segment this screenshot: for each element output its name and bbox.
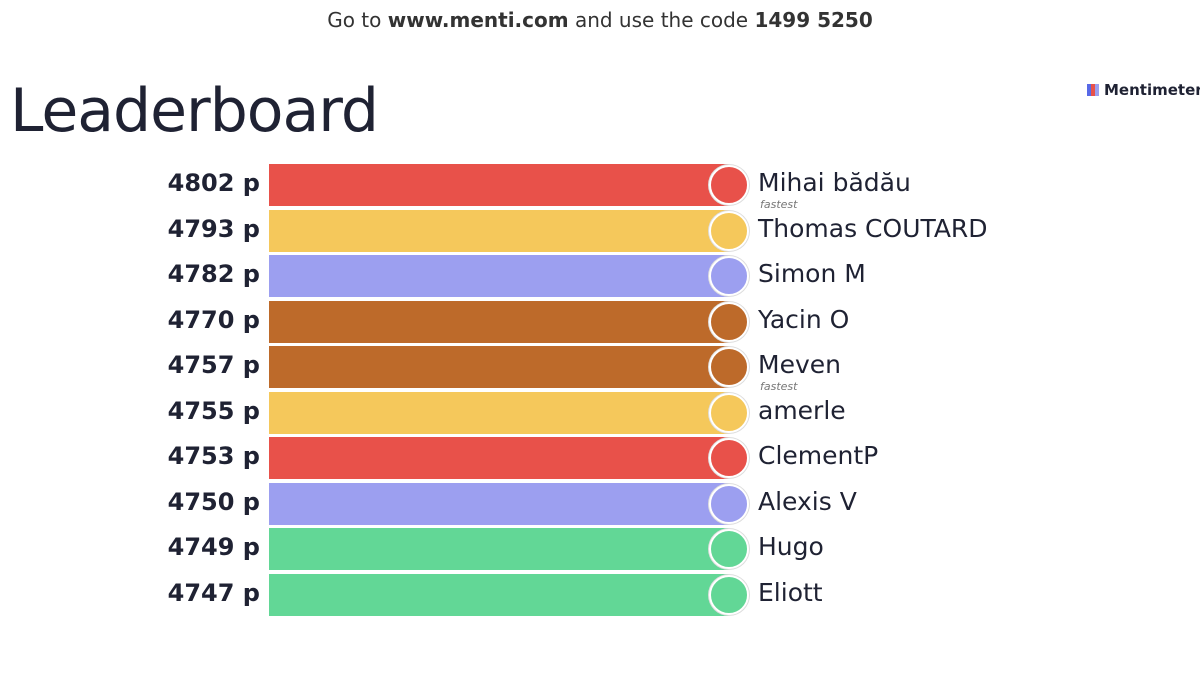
avatar [709,392,749,433]
score: 4755 p [167,396,260,425]
brand: Mentimeter [1087,81,1200,99]
leaderboard-row: 4755 p amerle fastest [0,380,1200,434]
score: 4749 p [167,533,260,561]
player-name: ClementP [758,441,879,470]
score-bar [269,209,729,252]
leaderboard-row: 4793 p Thomas COUTARD fastest [0,198,1200,252]
score-bar [269,391,729,434]
avatar [709,301,749,342]
player-name: Thomas COUTARD [758,213,988,243]
avatar [709,256,749,296]
brand-name: Mentimeter [1104,81,1200,99]
player-name: Hugo [758,532,824,561]
avatar [709,574,749,615]
score-bar [269,164,729,206]
score-bar [269,437,729,479]
score-bar [269,528,729,570]
brand-logo [1087,84,1099,96]
score-bar [269,300,729,343]
fastest-badge: fastest [760,197,798,211]
player-name: amerle [758,395,846,425]
score-bar [269,573,729,616]
score: 4747 p [167,578,260,607]
score: 4770 p [167,305,260,334]
avatar [709,210,749,251]
leaderboard-row: 4747 p Eliott [0,573,1200,616]
player-name: Yacin O [758,304,850,334]
leaderboard-row: 4770 p Yacin O [0,300,1200,343]
avatar [709,483,749,524]
avatar [709,438,749,478]
score: 4782 p [167,260,260,288]
score-bar [269,482,729,525]
leaderboard-row: 4749 p Hugo [0,528,1200,570]
leaderboard-row: 4782 p Simon M [0,255,1200,297]
player-name: Simon M [758,259,866,288]
instruction-part: 1499 5250 [754,8,873,32]
player-name: Alexis V [758,486,857,516]
instruction-part: Go to [327,8,388,32]
title: Leaderboard [10,76,379,146]
instruction-part: and use the code [568,8,755,32]
player-name: Meven [758,350,841,379]
player-name: Mihai bădău [758,168,911,197]
score: 4757 p [167,351,260,379]
score-bar [269,346,729,388]
instruction-part: www.menti.com [387,8,569,32]
avatar [709,347,749,387]
leaderboard-row: 4757 p Meven [0,346,1200,388]
player-name: Eliott [758,577,823,607]
join-instruction: Go to www.menti.com and use the code 149… [0,8,1200,32]
leaderboard-row: 4802 p Mihai bădău [0,164,1200,206]
leaderboard-row: 4753 p ClementP [0,437,1200,479]
score-bar [269,255,729,297]
score: 4802 p [167,169,260,197]
avatar [709,529,749,569]
score: 4793 p [167,214,260,243]
score: 4750 p [167,487,260,516]
fastest-badge: fastest [760,379,798,393]
avatar [709,165,749,205]
score: 4753 p [167,442,260,470]
leaderboard-row: 4750 p Alexis V [0,482,1200,525]
